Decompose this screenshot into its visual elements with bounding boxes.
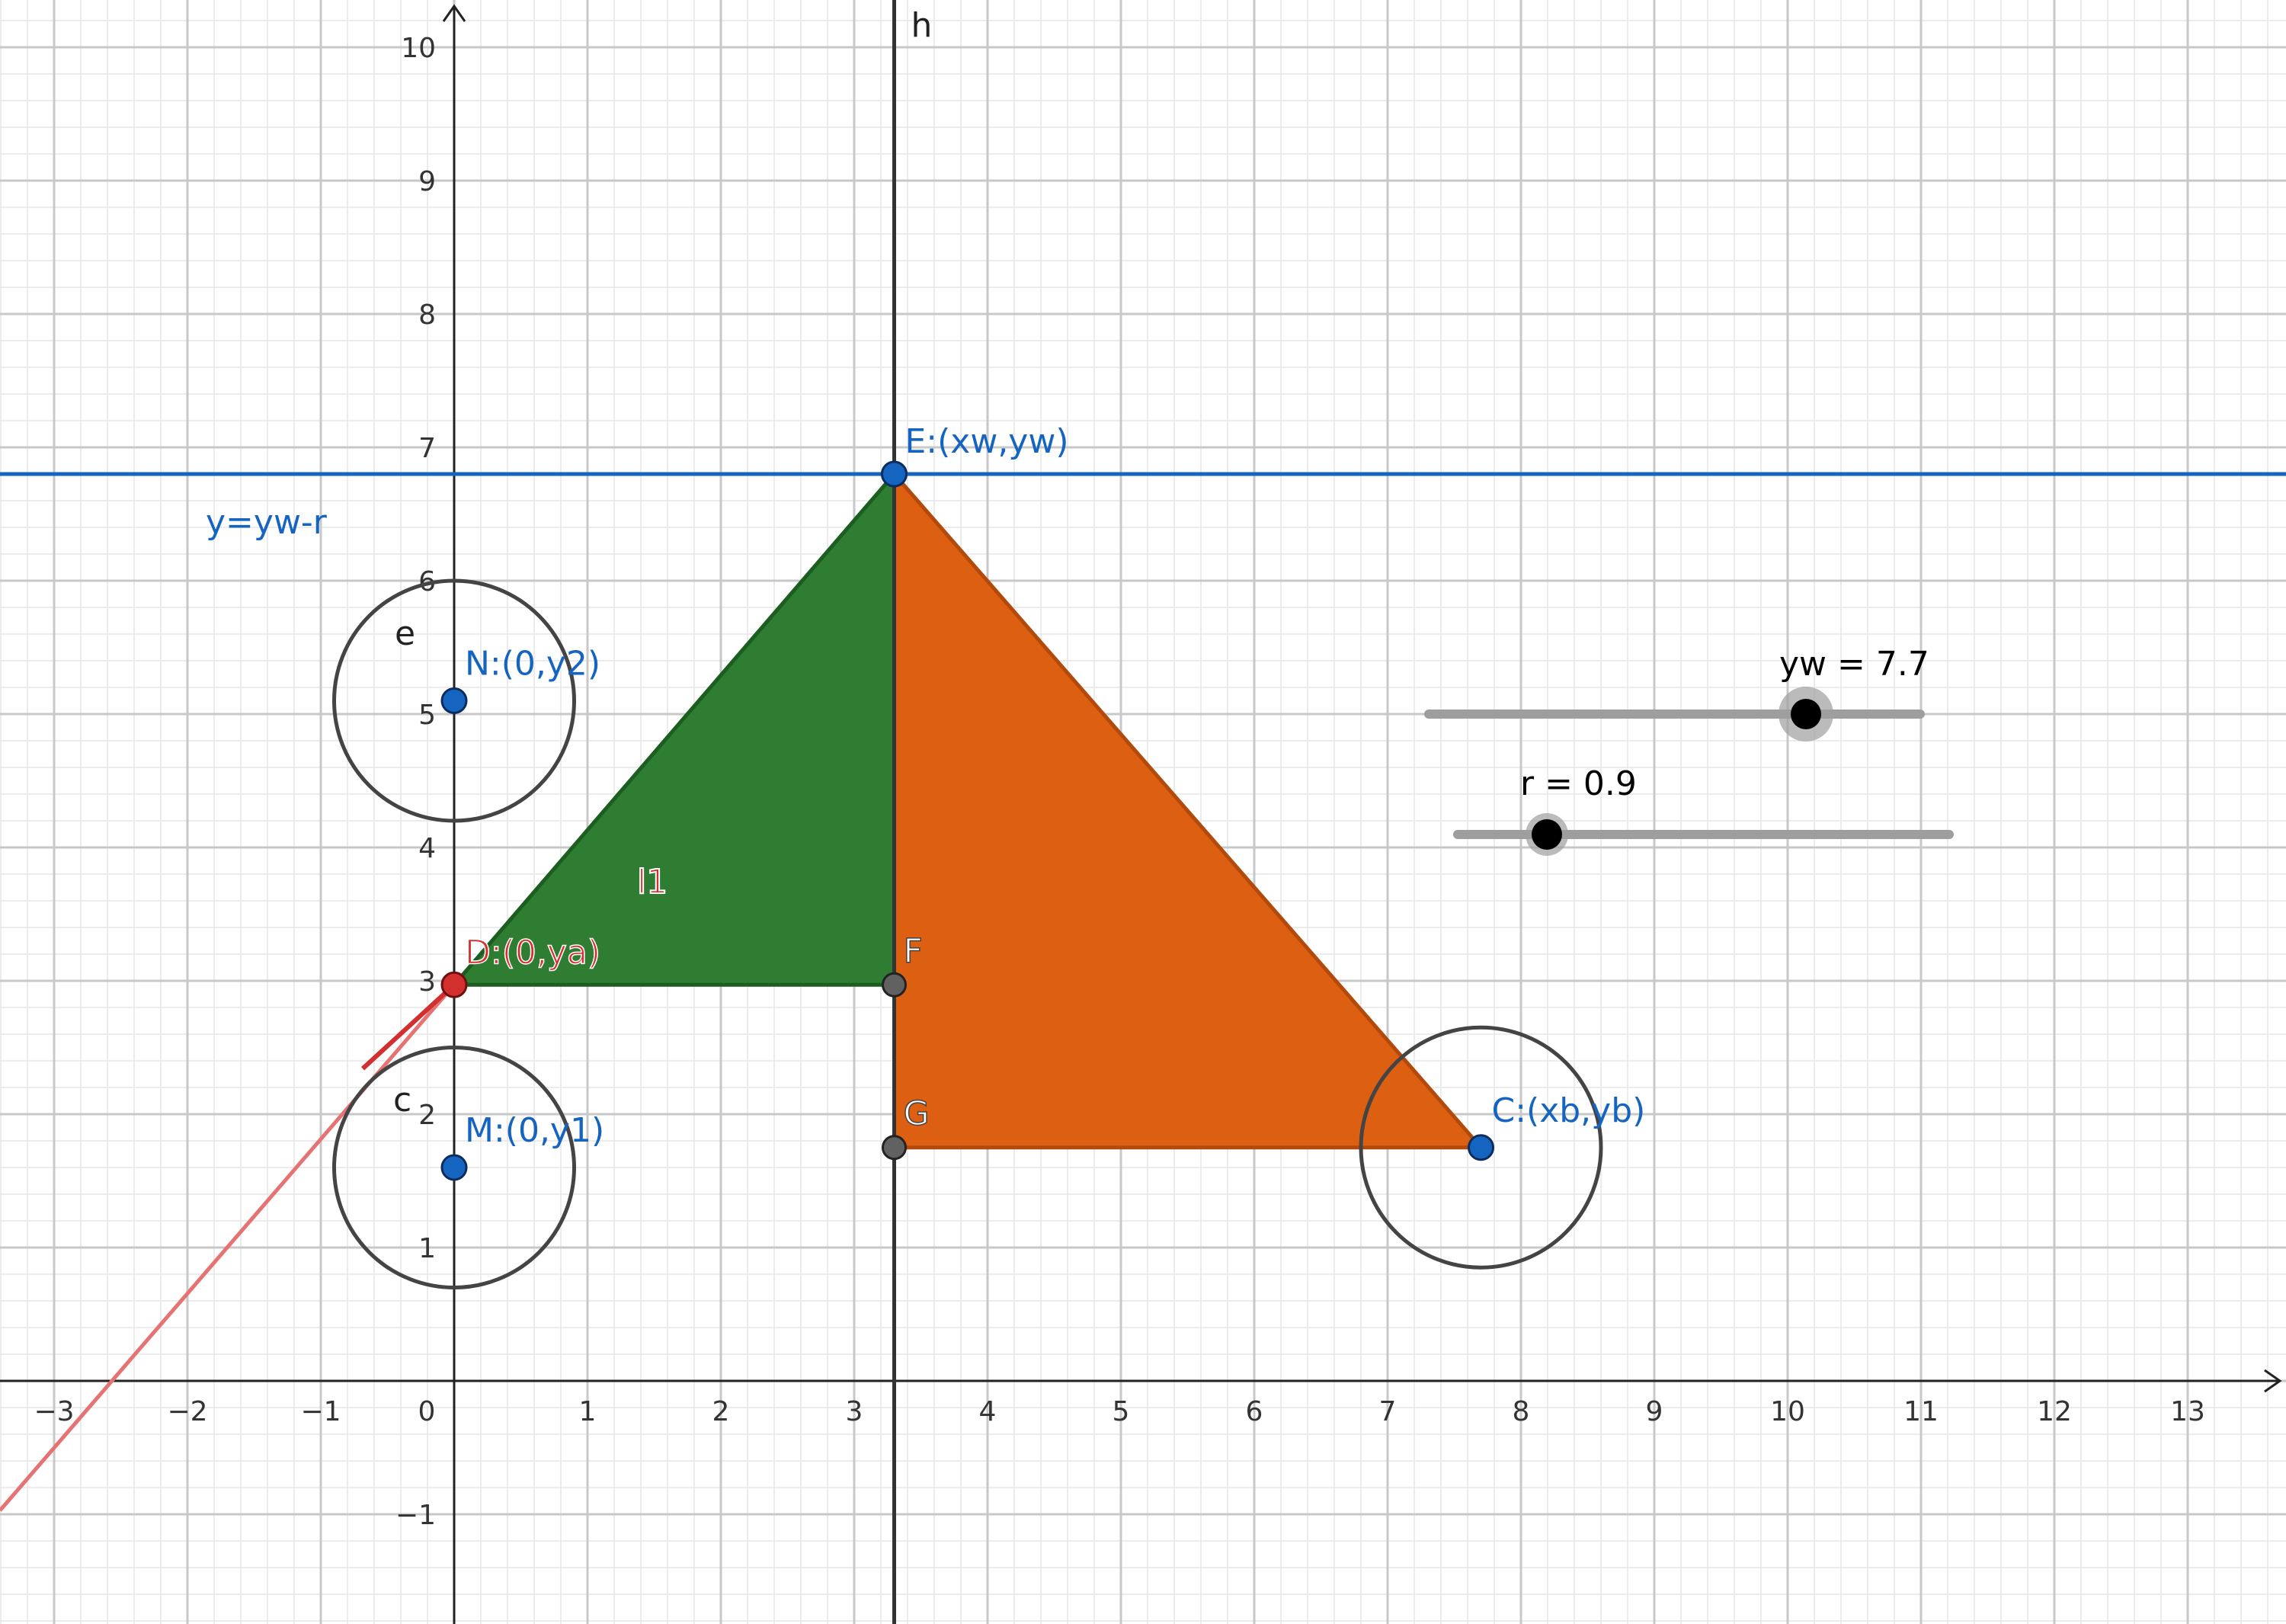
line-label: y=yw-r bbox=[206, 503, 328, 542]
x-tick-label: −3 bbox=[34, 1396, 74, 1427]
x-tick-label: 0 bbox=[418, 1396, 436, 1427]
x-tick-label: 12 bbox=[2037, 1396, 2072, 1427]
point-d[interactable] bbox=[440, 971, 468, 998]
point-c[interactable] bbox=[1468, 1134, 1494, 1161]
x-tick-label: 8 bbox=[1513, 1396, 1530, 1427]
point-f-label: F bbox=[904, 931, 923, 970]
circle-c-label: c bbox=[393, 1081, 411, 1120]
x-tick-label: −2 bbox=[167, 1396, 207, 1427]
slider-r-label: r = 0.9 bbox=[1520, 764, 1637, 803]
circle-e-label: e bbox=[395, 614, 415, 653]
point-e-label: E:(xw,yw) bbox=[905, 422, 1069, 461]
y-axis-arrow bbox=[442, 4, 466, 22]
y-tick-label: 5 bbox=[418, 700, 436, 731]
circle-c[interactable] bbox=[332, 1046, 576, 1289]
y-tick-label: −1 bbox=[395, 1500, 436, 1531]
polygon-l1[interactable] bbox=[450, 469, 896, 987]
orange-polygon[interactable] bbox=[892, 469, 1485, 1150]
x-tick-label: 1 bbox=[579, 1396, 597, 1427]
x-tick-label: 5 bbox=[1113, 1396, 1130, 1427]
point-m-label: M:(0,y1) bbox=[465, 1111, 604, 1150]
slider-yw[interactable]: yw = 7.7 bbox=[1424, 645, 1929, 742]
x-axis-arrow bbox=[2264, 1369, 2282, 1393]
point-c-label: C:(xb,yb) bbox=[1492, 1091, 1646, 1130]
x-tick-label: 7 bbox=[1379, 1396, 1397, 1427]
point-g[interactable] bbox=[882, 1135, 907, 1161]
point-d-label: D:(0,ya) bbox=[465, 933, 600, 972]
point-m[interactable] bbox=[440, 1154, 468, 1181]
x-tick-labels: −3 −2 −1 0 1 2 3 4 5 6 7 8 9 10 11 12 13 bbox=[34, 1396, 2204, 1427]
x-tick-label: 6 bbox=[1246, 1396, 1263, 1427]
point-e[interactable] bbox=[881, 460, 908, 488]
x-tick-label: −1 bbox=[300, 1396, 341, 1427]
y-tick-label: 4 bbox=[418, 833, 436, 864]
y-tick-label: 9 bbox=[418, 166, 436, 197]
x-tick-label: 11 bbox=[1903, 1396, 1939, 1427]
point-n-label: N:(0,y2) bbox=[465, 645, 600, 684]
x-tick-label: 3 bbox=[846, 1396, 863, 1427]
y-tick-label: 2 bbox=[418, 1100, 436, 1131]
point-f[interactable] bbox=[882, 972, 907, 998]
point-g-label: G bbox=[904, 1094, 930, 1133]
circle-e[interactable] bbox=[332, 578, 576, 823]
slider-r[interactable]: r = 0.9 bbox=[1453, 764, 1954, 856]
slider-yw-handle[interactable] bbox=[1791, 699, 1821, 729]
polygon-l1-label: l1 bbox=[637, 863, 668, 902]
point-n[interactable] bbox=[440, 687, 468, 714]
line-h-label: h bbox=[911, 6, 933, 45]
x-tick-label: 2 bbox=[712, 1396, 730, 1427]
points-layer bbox=[440, 460, 1494, 1181]
x-tick-label: 13 bbox=[2170, 1396, 2205, 1427]
y-tick-label: 1 bbox=[418, 1233, 436, 1264]
slider-r-handle[interactable] bbox=[1532, 819, 1562, 850]
x-tick-label: 4 bbox=[979, 1396, 997, 1427]
slider-yw-label: yw = 7.7 bbox=[1779, 645, 1929, 684]
x-tick-label: 10 bbox=[1770, 1396, 1805, 1427]
x-tick-label: 9 bbox=[1646, 1396, 1663, 1427]
red-ray-segment[interactable] bbox=[360, 983, 456, 1071]
y-tick-label: 3 bbox=[418, 966, 436, 998]
y-tick-label: 10 bbox=[401, 33, 436, 64]
y-tick-label: 7 bbox=[418, 433, 436, 464]
circle-around-c[interactable] bbox=[1359, 1025, 1603, 1270]
y-tick-label: 8 bbox=[418, 299, 436, 331]
